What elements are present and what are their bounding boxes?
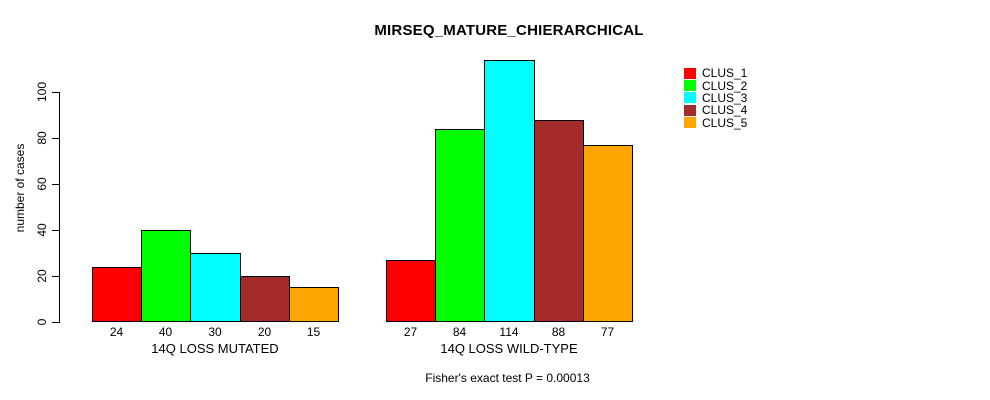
group-label: 14Q LOSS MUTATED [151,341,279,356]
bar-value-label: 15 [306,325,321,339]
legend-label: CLUS_1 [702,66,748,81]
legend-swatch-clus_2 [684,80,696,92]
legend-label: CLUS_5 [702,115,748,130]
bar-value-label: 77 [600,325,615,339]
bar-value-label: 40 [158,325,173,339]
bar-value-label: 30 [208,325,222,339]
legend-label: CLUS_3 [702,90,748,105]
legend-label: CLUS_2 [702,78,748,93]
y-tick-mark [52,138,59,139]
legend-label: CLUS_4 [702,103,748,118]
legend-swatch-clus_4 [684,104,696,116]
bar-value-label: 84 [452,325,467,339]
bar-clus_1 [92,267,142,322]
y-tick-label: 100 [35,81,49,103]
legend-swatch-clus_3 [684,92,696,104]
y-tick-mark [52,322,59,323]
y-tick-label: 20 [35,269,49,283]
bar-clus_3 [484,60,535,322]
chart-title: MIRSEQ_MATURE_CHIERARCHICAL [374,22,644,39]
bar-clus_2 [141,230,191,322]
y-axis-line [59,92,60,323]
y-tick-mark [52,92,59,93]
bar-value-label: 88 [551,325,566,339]
y-tick-label: 40 [35,223,49,237]
caption-fishers-test: Fisher's exact test P = 0.00013 [425,371,590,385]
y-axis-label: number of cases [13,143,27,233]
bar-value-label: 27 [403,325,418,339]
legend-item: CLUS_2 [684,78,748,93]
y-tick-label: 60 [35,177,49,191]
y-tick-label: 80 [35,131,49,145]
bar-clus_4 [534,120,584,322]
bar-clus_1 [386,260,436,322]
bar-clus_4 [240,276,290,322]
legend-item: CLUS_4 [684,104,747,116]
legend: CLUS_1 CLUS_2 CLUS_3 CLUS_4 CLUS_5 [684,67,747,129]
bar-clus_2 [435,129,485,322]
group-label: 14Q LOSS WILD-TYPE [440,341,578,356]
legend-swatch-clus_1 [684,67,696,79]
bar-value-label: 114 [499,325,519,339]
bar-clus_5 [583,145,633,322]
legend-swatch-clus_5 [684,117,696,129]
bar-value-label: 24 [109,325,124,339]
y-tick-mark [52,184,59,185]
bar-clus_5 [289,287,339,322]
bar-clus_3 [190,253,241,322]
legend-item: CLUS_5 [684,117,747,129]
y-tick-mark [52,276,59,277]
y-tick-mark [52,230,59,231]
bar-value-label: 20 [257,325,272,339]
legend-item: CLUS_1 [684,67,747,79]
legend-item: CLUS_3 [684,92,747,104]
y-tick-label: 0 [35,318,49,326]
